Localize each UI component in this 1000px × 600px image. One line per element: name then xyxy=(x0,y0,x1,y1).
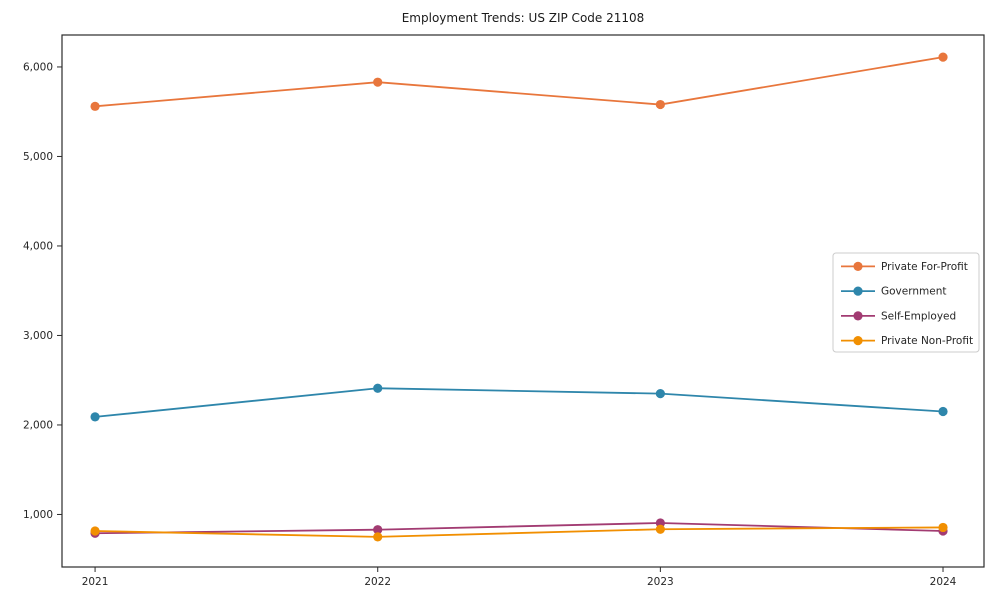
legend-item-private-non-profit: Private Non-Profit xyxy=(841,335,973,347)
data-point-private-non-profit xyxy=(938,522,948,533)
x-tick-label: 2023 xyxy=(647,576,674,588)
data-point-government xyxy=(655,389,665,399)
series-line-private-for-profit xyxy=(94,56,944,108)
y-tick-label: 2,000 xyxy=(23,419,53,431)
legend: Private For-Profit Government Self-Employe… xyxy=(832,252,980,353)
series-line-government xyxy=(94,387,944,418)
legend-marker-icon xyxy=(853,336,863,346)
legend-label: Private Non-Profit xyxy=(881,335,973,347)
legend-label: Government xyxy=(881,286,946,298)
x-tick-label: 2024 xyxy=(930,576,957,588)
legend-label: Private For-Profit xyxy=(881,261,968,273)
legend-marker-icon xyxy=(853,261,863,271)
data-point-private-non-profit xyxy=(90,526,100,536)
series-line-self-employed xyxy=(94,522,944,535)
data-point-private-for-profit xyxy=(655,99,665,110)
legend-marker-icon xyxy=(853,311,863,321)
y-tick-label: 3,000 xyxy=(23,330,53,342)
data-point-private-for-profit xyxy=(373,77,383,87)
x-tick-label: 2022 xyxy=(364,576,391,588)
data-point-private-for-profit xyxy=(90,101,100,111)
legend-box xyxy=(832,252,980,353)
data-point-government xyxy=(373,383,383,393)
data-point-government xyxy=(938,406,948,417)
axes-frame xyxy=(61,34,985,568)
y-tick-label: 4,000 xyxy=(23,240,53,252)
y-tick-label: 6,000 xyxy=(23,61,53,73)
legend-marker-icon xyxy=(853,286,863,296)
data-point-private-non-profit xyxy=(655,524,665,534)
legend-label: Self-Employed xyxy=(881,310,956,322)
legend-item-private-for-profit: Private For-Profit xyxy=(841,261,968,273)
data-point-private-non-profit xyxy=(373,532,383,542)
legend-item-government: Government xyxy=(841,286,946,298)
x-tick-label: 2021 xyxy=(82,576,109,588)
y-tick-label: 1,000 xyxy=(23,509,53,521)
chart-title: Employment Trends: US ZIP Code 21108 xyxy=(401,11,645,25)
y-tick-label: 5,000 xyxy=(23,151,53,163)
data-point-government xyxy=(90,412,100,422)
series-line-private-non-profit xyxy=(94,526,944,538)
data-point-private-for-profit xyxy=(938,52,948,62)
legend-item-self-employed: Self-Employed xyxy=(841,310,956,322)
data-point-self-employed xyxy=(373,525,383,535)
